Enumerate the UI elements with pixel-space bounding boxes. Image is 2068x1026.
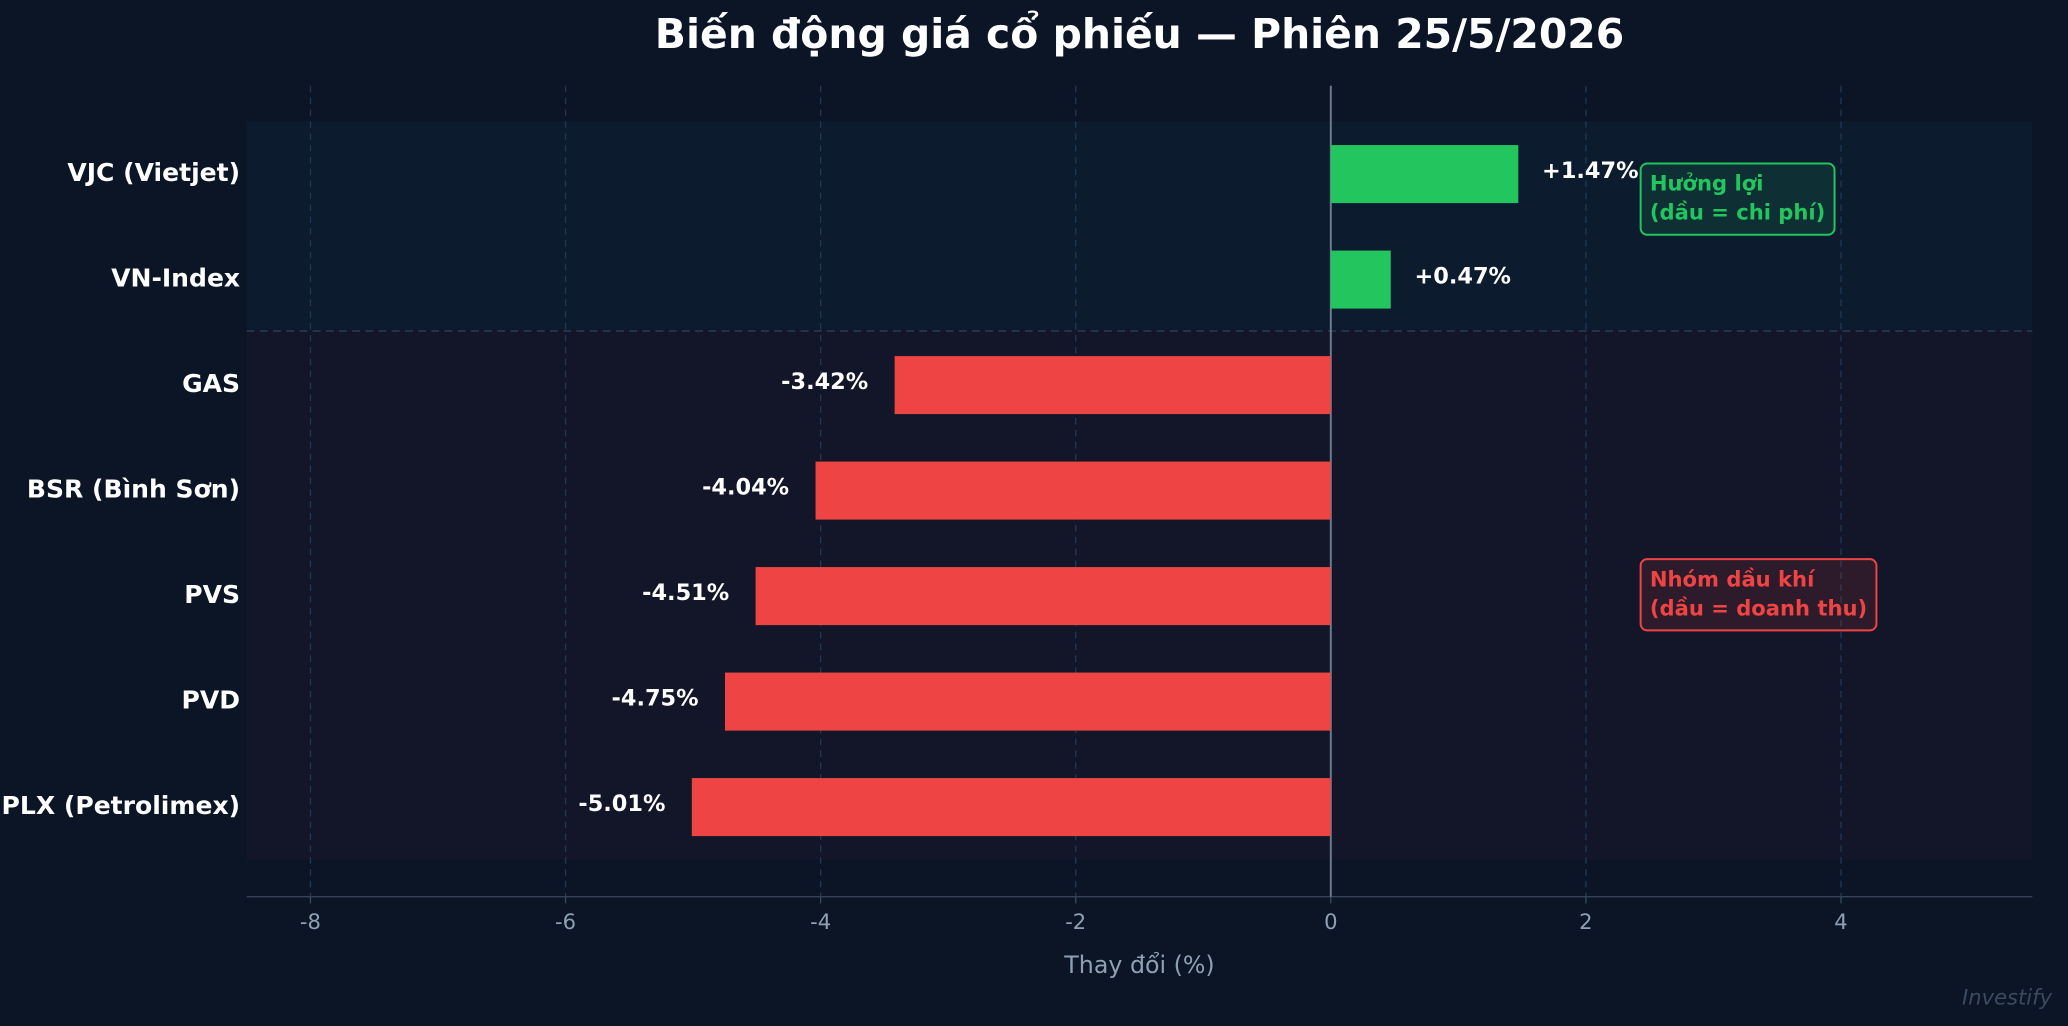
y-tick-label: PVS [184,580,240,609]
gain-zone [246,121,2033,330]
annotation-text: Hưởng lợi [1650,171,1764,196]
y-tick-label: PLX (Petrolimex) [2,791,241,820]
y-tick-label: BSR (Bình Sơn) [27,475,240,504]
y-tick-label: GAS [182,369,240,398]
annotation-text: Nhóm dầu khí [1650,566,1816,591]
x-tick-label: -6 [555,909,576,934]
x-tick-label: 0 [1324,909,1337,934]
bar [1330,250,1391,309]
value-label: -4.75% [612,685,699,711]
annotation-box [1639,558,1878,632]
annotation-text: (dầu = doanh thu) [1650,595,1867,620]
bar [724,672,1331,731]
annotation-text: (dầu = chi phí) [1650,200,1825,225]
y-tick-label: VJC (Vietjet) [67,158,240,187]
chart-title: Biến động giá cổ phiếu — Phiên 25/5/2026 [655,10,1624,58]
value-label: +1.47% [1542,158,1639,184]
value-label: -4.04% [702,474,789,500]
x-axis-label: Thay đổi (%) [1063,951,1214,979]
annotation-box [1639,162,1836,236]
bar [755,567,1331,626]
y-tick-label: PVD [182,686,241,715]
x-tick-label: -4 [810,909,831,934]
value-label: +0.47% [1414,263,1511,289]
x-tick-label: -8 [300,909,321,934]
x-tick-label: -2 [1065,909,1086,934]
bar [1330,145,1519,204]
x-tick-label: 2 [1579,909,1592,934]
watermark: Investify [1962,984,2053,1009]
bar [894,356,1331,415]
x-tick-label: 4 [1834,909,1847,934]
value-label: -3.42% [781,369,868,395]
value-label: -4.51% [642,580,729,606]
value-label: -5.01% [578,791,665,817]
bar [691,778,1331,837]
y-tick-label: VN-Index [111,264,240,293]
bar [815,461,1331,520]
